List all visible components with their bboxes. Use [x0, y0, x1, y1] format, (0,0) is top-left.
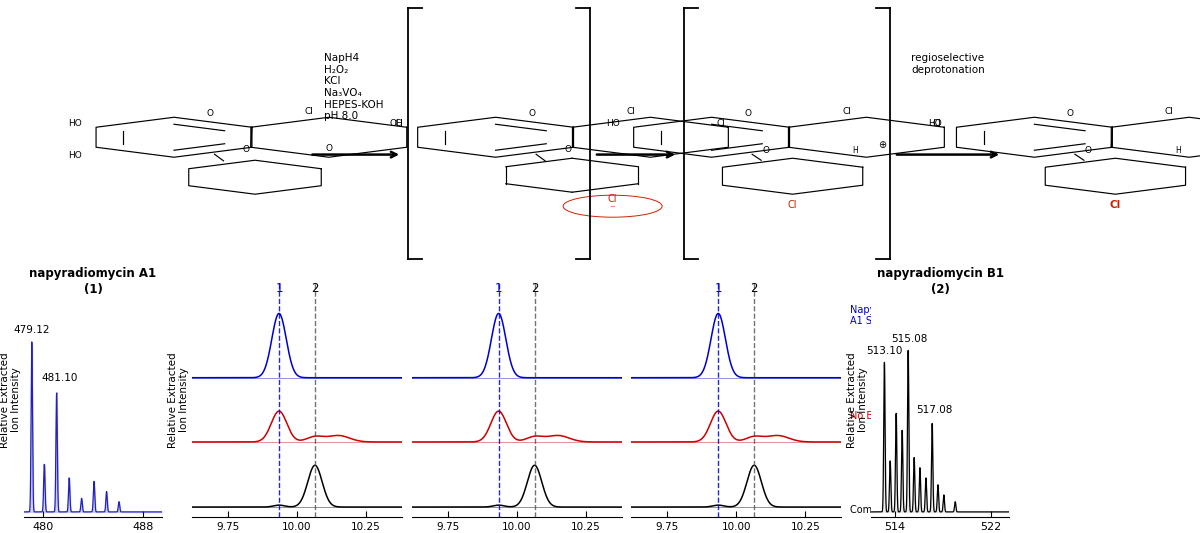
Text: 1: 1 [714, 282, 722, 295]
Text: napyradiomycin A1: napyradiomycin A1 [30, 267, 156, 280]
Text: Complete Reaction: Complete Reaction [850, 505, 942, 515]
Text: regioselective
deprotonation: regioselective deprotonation [911, 53, 985, 75]
Text: ⊕: ⊕ [878, 140, 887, 150]
Text: O: O [528, 109, 535, 118]
Text: HO: HO [68, 119, 82, 128]
Text: 1: 1 [494, 282, 503, 295]
Text: Cl: Cl [305, 107, 313, 116]
Text: (2): (2) [931, 283, 949, 296]
Text: 513.10: 513.10 [866, 346, 902, 356]
Text: O: O [325, 144, 332, 154]
Text: Cl: Cl [1110, 200, 1121, 210]
Text: O: O [744, 109, 751, 118]
Text: 2: 2 [311, 282, 319, 295]
Text: 479.12: 479.12 [13, 326, 50, 335]
Text: Cl: Cl [842, 107, 851, 116]
Text: (1): (1) [84, 283, 102, 296]
Text: H: H [1176, 146, 1181, 155]
Y-axis label: Relative Extracted
Ion Intensity: Relative Extracted Ion Intensity [168, 352, 190, 448]
Text: O: O [206, 109, 214, 118]
Text: OH: OH [390, 119, 403, 128]
Text: 481.10: 481.10 [41, 373, 77, 383]
Text: HO: HO [929, 119, 942, 128]
Text: napyradiomycin B1: napyradiomycin B1 [877, 267, 1003, 280]
Text: 2: 2 [530, 282, 539, 295]
Text: Cl: Cl [932, 119, 941, 128]
Text: HO: HO [68, 151, 82, 160]
Text: Cl: Cl [626, 107, 635, 116]
Y-axis label: Relative Extracted
Ion Intensity: Relative Extracted Ion Intensity [0, 352, 22, 448]
Text: 1: 1 [275, 282, 283, 295]
Text: 2: 2 [750, 282, 758, 295]
Y-axis label: Relative Extracted
Ion Intensity: Relative Extracted Ion Intensity [847, 352, 869, 448]
Text: O: O [1067, 109, 1074, 118]
Text: Cl: Cl [1165, 107, 1174, 116]
Text: HO: HO [606, 119, 619, 128]
Text: O: O [1085, 146, 1092, 155]
Text: O: O [564, 145, 571, 154]
Text: H: H [853, 146, 858, 155]
Text: 515.08: 515.08 [892, 334, 928, 344]
Text: NapH4
H₂O₂
KCl
Na₃VO₄
HEPES-KOH
pH 8.0: NapH4 H₂O₂ KCl Na₃VO₄ HEPES-KOH pH 8.0 [324, 53, 384, 122]
Text: ⁻: ⁻ [610, 204, 616, 214]
Text: O: O [242, 145, 250, 154]
Text: O: O [762, 146, 769, 155]
Text: Cl: Cl [716, 119, 725, 128]
Text: Cl: Cl [788, 200, 797, 210]
Text: Cl: Cl [608, 194, 617, 204]
Text: Napyradiomycin
A1 Standard: Napyradiomycin A1 Standard [850, 305, 929, 326]
Text: 517.08: 517.08 [917, 405, 953, 415]
Text: Cl: Cl [395, 119, 403, 128]
Text: No Enzyme Control: No Enzyme Control [850, 411, 943, 421]
